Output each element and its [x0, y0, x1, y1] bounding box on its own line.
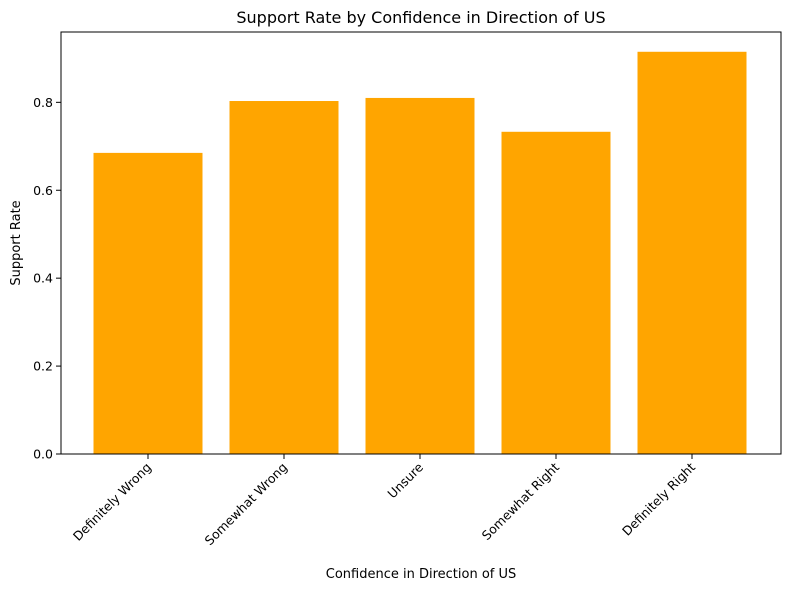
x-tick-label: Somewhat Right: [479, 459, 563, 543]
bars-group: [93, 51, 747, 455]
plot-frame: [60, 31, 782, 455]
x-axis-label: Confidence in Direction of US: [326, 567, 517, 582]
x-tick-label: Definitely Right: [619, 459, 698, 538]
y-tick-label: 0.8: [33, 95, 53, 110]
y-tick-label: 0.6: [33, 183, 53, 198]
bar-definitely-right: [637, 51, 747, 454]
y-axis-label: Support Rate: [9, 200, 24, 285]
y-axis-ticks: 0.0 0.2 0.4 0.6 0.8: [33, 95, 61, 462]
bar-somewhat-wrong: [229, 101, 339, 454]
x-tick-label: Somewhat Wrong: [202, 460, 291, 549]
x-tick-label: Definitely Wrong: [70, 460, 154, 544]
bar-definitely-wrong: [93, 152, 203, 454]
y-tick-label: 0.4: [33, 271, 53, 286]
y-tick-label: 0.0: [33, 447, 53, 462]
y-tick-label: 0.2: [33, 359, 53, 374]
bar-somewhat-right: [501, 131, 611, 455]
chart-title: Support Rate by Confidence in Direction …: [236, 8, 605, 27]
x-tick-label: Unsure: [384, 459, 426, 501]
bar-unsure: [365, 97, 475, 454]
x-axis-ticks: Definitely Wrong Somewhat Wrong Unsure Some…: [70, 454, 698, 548]
